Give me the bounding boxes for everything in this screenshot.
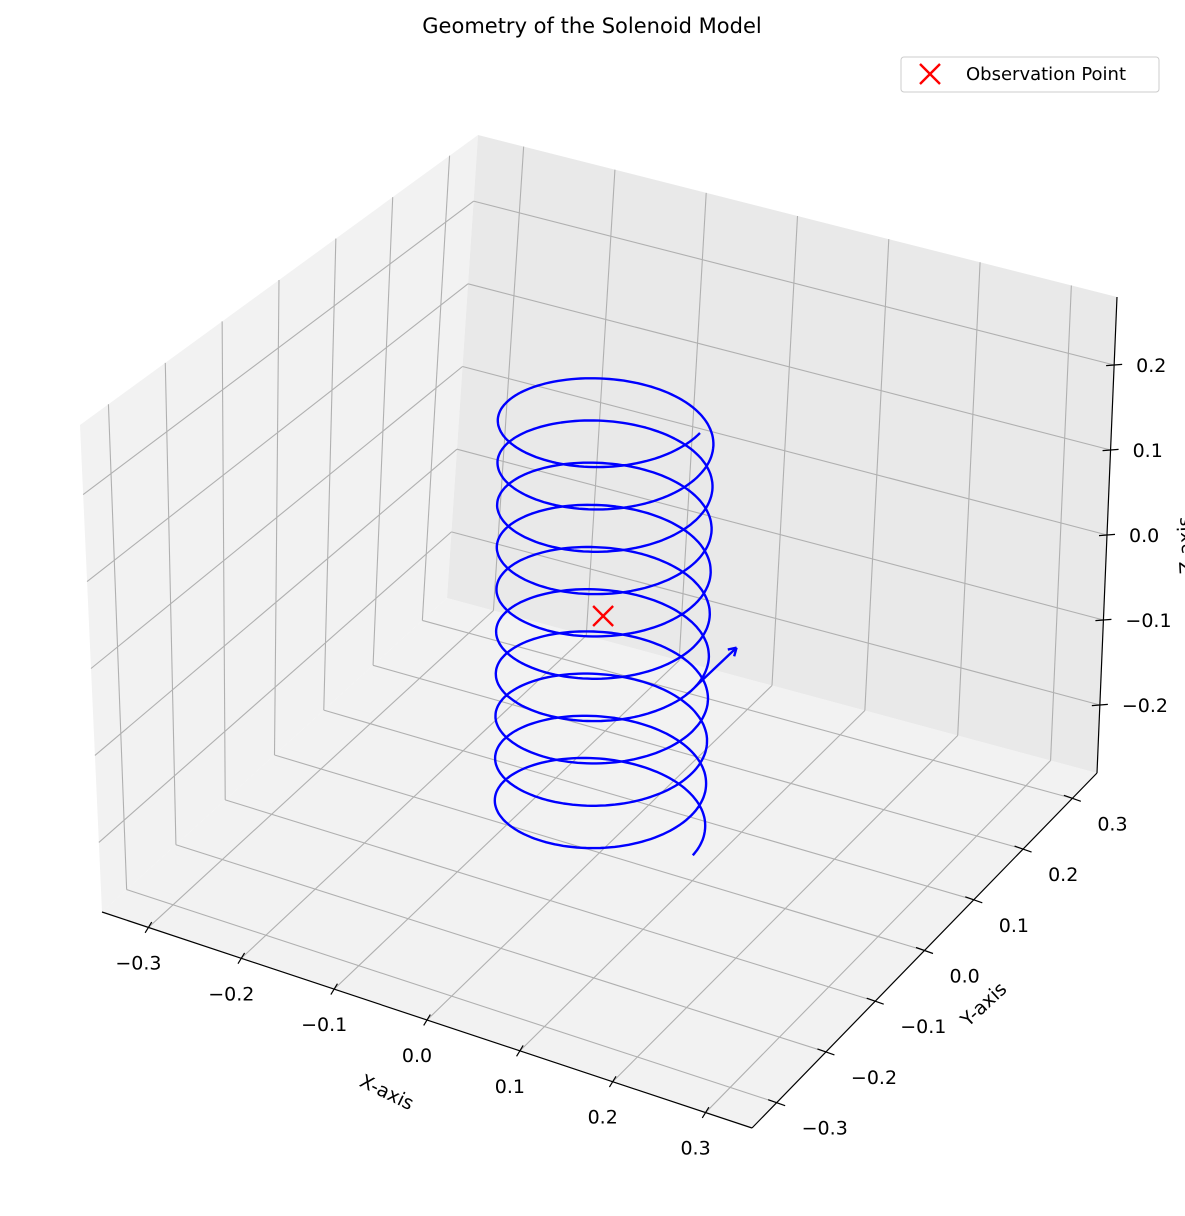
y-tick-mark	[1014, 845, 1032, 853]
x-tick-label: −0.3	[115, 952, 161, 974]
grid-line-y-floor	[422, 619, 1073, 799]
z-tick-label: 0.2	[1136, 355, 1166, 377]
x-tick-mark	[423, 1014, 431, 1026]
x-axis-label: X-axis	[356, 1070, 417, 1115]
y-tick-mark	[915, 946, 934, 955]
legend-marker-x	[919, 63, 941, 85]
grid-line-y-floor	[274, 754, 925, 952]
grid-line-y-floor	[126, 889, 777, 1104]
chart-title: Geometry of the Solenoid Model	[422, 14, 761, 38]
solenoid-helix	[493, 377, 715, 857]
grid-lines	[82, 146, 1115, 1113]
y-tick-label: 0.0	[950, 966, 980, 988]
pane-left-wall	[80, 135, 478, 912]
data-layer	[493, 377, 738, 857]
tick-labels: −0.3 −0.2 −0.1 0.0 0.1 0.2 0.3 −0.3 −0.2 −0.1 0.0 0…	[115, 355, 1171, 1160]
z-tick-mark	[1102, 448, 1119, 452]
z-tick-label: 0.1	[1133, 440, 1163, 462]
grid-line-y-floor	[175, 844, 827, 1053]
observation-point-marker	[592, 605, 614, 627]
y-tick-label: 0.2	[1048, 864, 1078, 886]
x-tick-label: 0.3	[680, 1138, 710, 1160]
grid-line-z-left	[94, 448, 458, 756]
x-tick-mark	[144, 921, 153, 934]
x-tick-mark	[237, 952, 246, 964]
axis-lines	[101, 296, 1123, 1129]
y-tick-label: 0.3	[1097, 813, 1127, 835]
grid-line-y-floor	[225, 799, 876, 1002]
y-tick-mark	[866, 997, 884, 1005]
grid-line-z-back	[462, 365, 1108, 536]
field-vector-arrow	[694, 646, 738, 688]
grid-line-z-left	[82, 200, 474, 496]
x-tick-label: 0.2	[588, 1107, 618, 1129]
legend: Observation Point	[900, 56, 1160, 93]
y-tick-mark	[817, 1048, 835, 1056]
z-tick-mark	[1095, 618, 1112, 622]
z-tick-mark	[1098, 533, 1116, 537]
grid-line-y-floor	[323, 709, 974, 901]
grid-line-z-back	[451, 531, 1100, 706]
x-tick-label: −0.2	[208, 983, 254, 1005]
x-tick-mark	[701, 1106, 710, 1119]
grid-line-z-back	[456, 448, 1104, 621]
x-tick-label: 0.0	[402, 1045, 432, 1067]
grid-line-z-left	[98, 531, 452, 843]
grid-line-z-back	[467, 283, 1111, 451]
z-tick-label: 0.0	[1129, 525, 1159, 547]
legend-label: Observation Point	[966, 64, 1126, 85]
y-tick-mark	[767, 1099, 786, 1107]
y-tick-label: −0.1	[900, 1016, 946, 1038]
x-tick-mark	[516, 1045, 524, 1057]
y-tick-mark	[1063, 794, 1082, 802]
z-tick-mark	[1091, 703, 1108, 707]
legend-box	[900, 56, 1160, 93]
x-tick-label: 0.1	[495, 1076, 525, 1098]
z-tick-label: −0.1	[1125, 610, 1171, 632]
axis-panes	[80, 135, 1117, 1128]
z-tick-mark	[1106, 363, 1123, 367]
x-tick-mark	[608, 1076, 617, 1088]
z-tick-label: −0.2	[1122, 695, 1168, 717]
y-tick-mark	[965, 896, 983, 904]
y-tick-label: −0.2	[851, 1067, 897, 1089]
grid-line-y-floor	[372, 664, 1024, 850]
grid-line-z-back	[473, 200, 1115, 366]
grid-line-z-left	[86, 283, 469, 582]
z-axis-label: Z-axis	[1174, 516, 1185, 575]
grid-line-z-left	[90, 366, 463, 669]
pane-back-wall	[447, 135, 1117, 773]
pane-floor	[102, 598, 1097, 1128]
y-tick-label: 0.1	[999, 915, 1029, 937]
x-tick-mark	[330, 983, 338, 995]
x-tick-label: −0.1	[301, 1014, 347, 1036]
y-tick-label: −0.3	[802, 1118, 848, 1140]
